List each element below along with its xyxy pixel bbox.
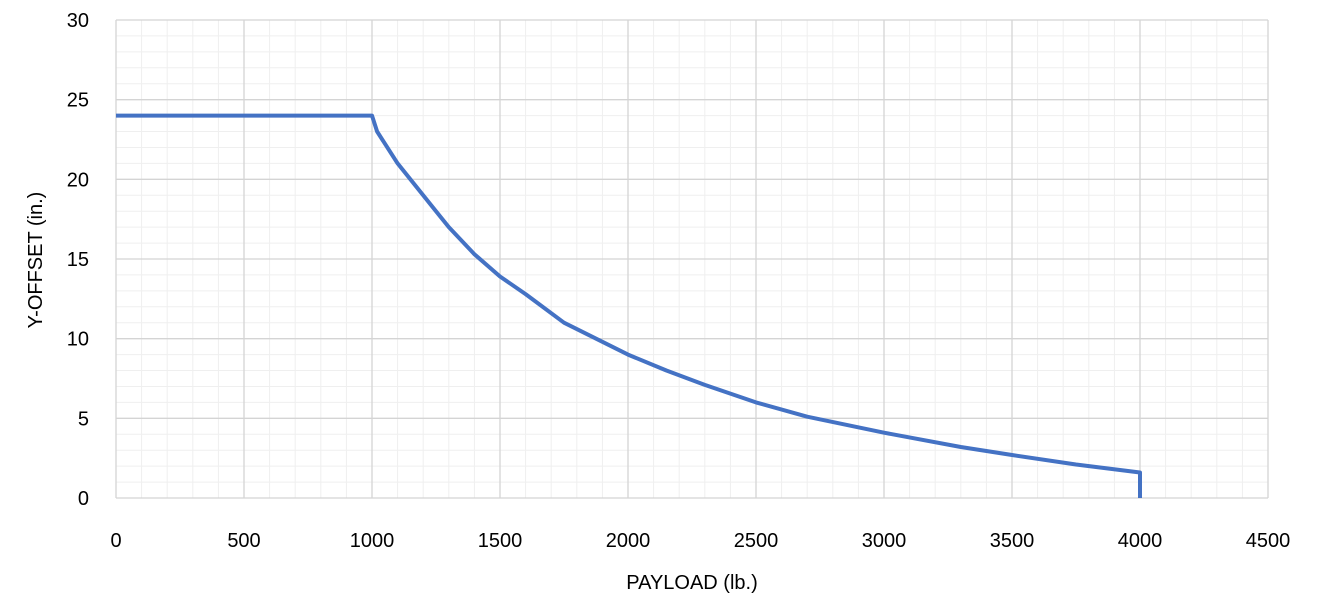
y-tick-label: 0 [78,488,89,510]
series-line [116,113,1142,498]
x-tick-label: 500 [227,530,260,552]
y-tick-labels: 0 5 10 15 20 25 30 [67,10,89,510]
x-tick-label: 0 [110,530,121,552]
y-tick-label: 20 [67,169,89,191]
y-tick-label: 5 [78,408,89,430]
x-tick-label: 2000 [606,530,651,552]
major-grid [115,19,1269,499]
x-tick-label: 4000 [1118,530,1163,552]
y-tick-label: 30 [67,10,89,32]
x-tick-label: 2500 [734,530,779,552]
x-tick-label: 3500 [990,530,1035,552]
y-tick-label: 10 [67,329,89,351]
series-layer [116,113,1142,498]
x-tick-label: 1500 [478,530,523,552]
x-tick-label: 3000 [862,530,907,552]
x-tick-label: 1000 [350,530,395,552]
y-tick-label: 25 [67,90,89,112]
x-axis-title: PAYLOAD (lb.) [626,572,758,594]
x-tick-label: 4500 [1246,530,1291,552]
y-axis-title: Y-OFFSET (in.) [25,192,47,329]
y-tick-label: 15 [67,249,89,271]
x-tick-labels: 0 500 1000 1500 2000 2500 3000 3500 4000 4500 [110,530,1290,552]
